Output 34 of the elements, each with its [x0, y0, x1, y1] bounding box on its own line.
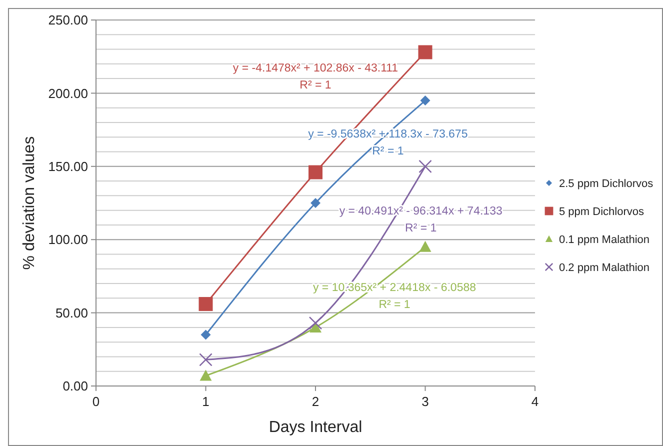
x-tick-label: 1 [202, 394, 210, 409]
y-tick-label: 50.00 [55, 305, 88, 320]
annotation: R² = 1 [300, 80, 332, 92]
y-tick-label: 200.00 [48, 86, 88, 101]
y-tick-label: 0.00 [62, 378, 88, 394]
point [310, 198, 320, 208]
y-tick-label: 150.00 [48, 158, 88, 174]
annotation: R² = 1 [378, 299, 410, 312]
annotation: R² = 1 [405, 222, 437, 234]
legend-label: 0.2 ppm Malathion [559, 262, 650, 274]
point [308, 165, 322, 180]
y-axis-title: % deviation values [21, 136, 38, 270]
point [308, 316, 322, 330]
point [418, 160, 432, 174]
x-axis-title: Days Interval [268, 419, 362, 436]
point [419, 240, 432, 252]
legend-label: 0.1 ppm Malathion [559, 234, 650, 246]
y-tick-label: 250.00 [48, 12, 88, 28]
point [420, 96, 430, 106]
point [310, 321, 322, 332]
x-tick-label: 0 [92, 394, 100, 409]
point [418, 45, 432, 60]
point [199, 353, 212, 366]
point [198, 297, 213, 312]
x-tick-label: 4 [531, 394, 539, 409]
point [200, 330, 211, 340]
point [200, 370, 212, 381]
y-tick-label: 100.00 [48, 232, 88, 248]
annotation: y = -4.1478x² + 102.86x - 43.111 [232, 62, 398, 75]
legend-label: 5 ppm Dichlorvos [559, 206, 644, 218]
x-tick-label: 3 [422, 394, 429, 409]
legend-label: 2.5 ppm Dichlorvos [559, 178, 654, 190]
annotation: R² = 1 [372, 145, 404, 158]
x-tick-label: 2 [312, 394, 320, 409]
